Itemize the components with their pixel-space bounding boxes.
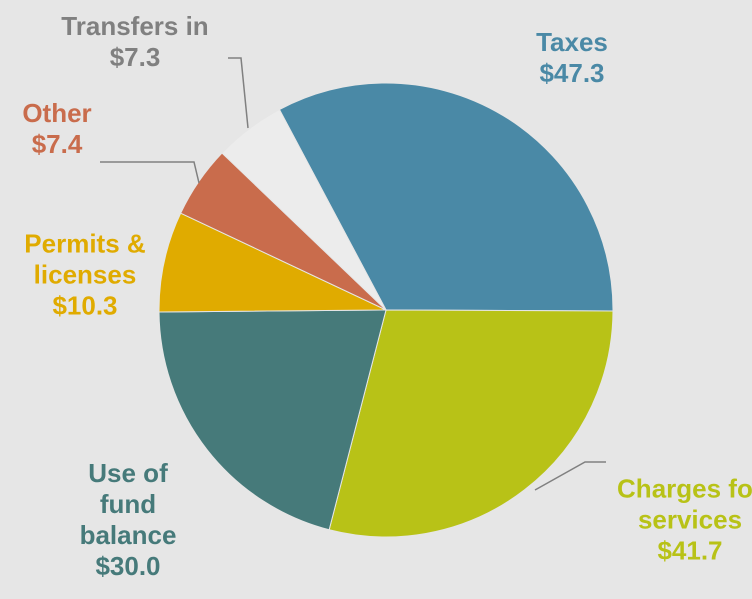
label-value: $41.7 — [657, 535, 723, 566]
slice-label: Charges for services $41.7 — [615, 474, 752, 567]
pie-slice — [221, 108, 387, 311]
label-value: $47.3 — [539, 58, 605, 88]
slice-label: Permits & licenses $10.3 — [5, 229, 165, 322]
label-value: $7.3 — [109, 42, 161, 72]
label-name: Use of fund balance — [79, 458, 177, 550]
slice-label: Use of fund balance $30.0 — [58, 458, 198, 582]
label-value: $10.3 — [52, 290, 118, 321]
label-value: $30.0 — [95, 551, 161, 581]
pie-slice — [158, 309, 387, 531]
pie-slice — [158, 212, 387, 313]
label-name: Permits & licenses — [24, 228, 146, 290]
slice-label: Other $7.4 — [0, 98, 117, 160]
leader-line — [534, 461, 606, 491]
slice-label: Transfers in $7.3 — [20, 11, 250, 73]
label-name: Charges for services — [617, 473, 752, 535]
leader-line — [228, 57, 249, 129]
label-value: $7.4 — [31, 129, 83, 159]
label-name: Transfers in — [61, 11, 209, 41]
pie-slice — [278, 82, 614, 312]
pie-slice — [328, 309, 614, 538]
label-name: Other — [22, 98, 92, 128]
leader-line — [100, 161, 200, 184]
label-name: Taxes — [536, 27, 608, 57]
slice-label: Taxes $47.3 — [502, 27, 642, 89]
